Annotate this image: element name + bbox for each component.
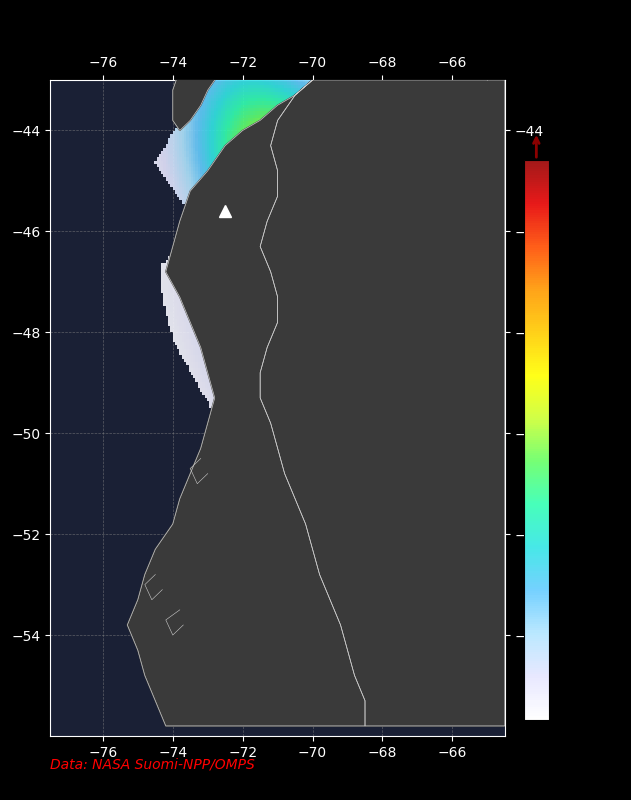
Polygon shape [260, 80, 505, 726]
Polygon shape [173, 19, 225, 130]
Text: Suomi NPP/OMPS - 10/02/2024 17:34-20:55 UT: Suomi NPP/OMPS - 10/02/2024 17:34-20:55 … [32, 20, 541, 39]
Polygon shape [260, 80, 505, 726]
Text: Data: NASA Suomi-NPP/OMPS: Data: NASA Suomi-NPP/OMPS [50, 758, 255, 772]
Polygon shape [173, 19, 225, 130]
Polygon shape [127, 80, 365, 726]
Polygon shape [127, 80, 365, 726]
Polygon shape [166, 610, 183, 635]
Text: SO₂ mass: 4.993 kt; SO₂ max: 2.88 DU at lon: -69.72 lat -43.61 ; 19:18UTC: SO₂ mass: 4.993 kt; SO₂ max: 2.88 DU at … [57, 36, 574, 50]
Y-axis label: PCA SO₂ column TRM [DU]: PCA SO₂ column TRM [DU] [590, 358, 603, 522]
Polygon shape [145, 574, 162, 600]
Polygon shape [191, 458, 208, 484]
